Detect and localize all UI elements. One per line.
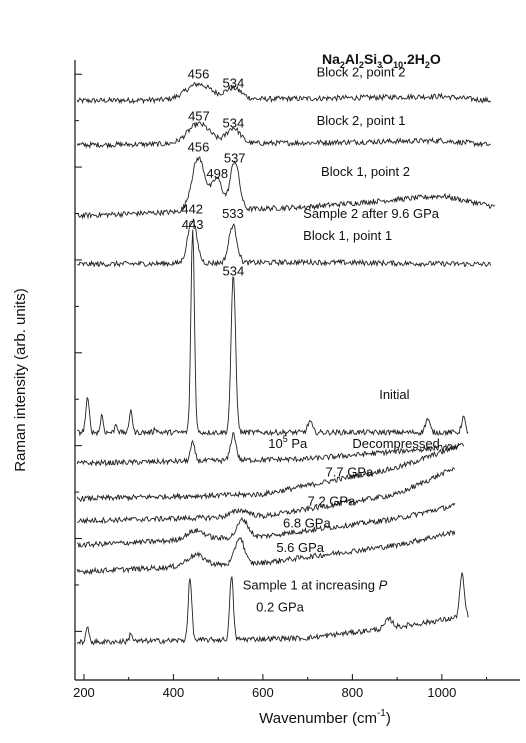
chart-title: Na2Al2Si3O10.2H2O [322,51,441,70]
title-part-1: 2 [340,60,345,70]
series-label-6: Decompressed [352,436,439,451]
spectrum-trace-4 [77,229,469,437]
spectrum-trace-9 [76,529,456,576]
pressure-sup: 5 [283,434,288,444]
series-label-0: Block 2, point 2 [317,64,406,79]
series-label-2: Block 1, point 2 [321,164,410,179]
pressure-label: 105 Pa [268,434,308,451]
pressure-unit: Pa [288,436,308,451]
series-label-3: Sample 2 after 9.6 GPa [303,206,440,221]
title-part-10: O [430,51,441,67]
series-label-5: Initial [379,387,409,402]
peak-label-0: 456 [188,67,210,82]
sample1-text: Sample 1 at increasing [243,577,379,592]
spectrum-trace-3 [77,218,492,268]
peak-label-9: 443 [182,217,204,232]
spectrum-trace-5 [76,432,465,467]
title-part-0: Na [322,51,340,67]
spectrum-trace-2 [76,156,496,220]
x-axis-label-main: Wavenumber (cm [259,710,377,727]
title-part-2: Al [345,51,359,67]
series-label-10: 5.6 GPa [276,540,324,555]
y-axis-label: Raman intensity (arb. units) [12,288,29,471]
spectrum-trace-7 [76,466,456,525]
series-label-1: Block 2, point 1 [317,113,406,128]
series-labels: Block 2, point 2 Block 2, point 1 Block 1,… [243,64,440,614]
x-axis-label-sup: -1 [377,708,386,719]
peak-label-4: 456 [188,140,210,155]
title-part-5: 3 [377,60,382,70]
peak-label-7: 442 [181,202,203,217]
spectrum-trace-8 [76,502,456,549]
peak-label-3: 534 [223,115,245,130]
chart-title-text: Na2Al2Si3O10.2H2O [322,51,441,70]
chart-axes: 200 400 600 800 1000 [73,60,520,700]
spectra-traces [76,81,496,646]
x-tick-label-1000: 1000 [427,685,456,700]
spectrum-trace-10 [76,572,469,646]
x-axis-label: Wavenumber (cm-1) [259,708,391,727]
sample1-italic: P [379,577,388,592]
pressure-base: 10 [268,436,282,451]
peak-label-6: 537 [224,151,246,166]
series-label-9: 6.8 GPa [283,515,331,530]
peak-label-10: 534 [223,263,245,278]
spectrum-trace-1 [76,121,491,150]
x-tick-label-800: 800 [342,685,364,700]
series-label-11: 0.2 GPa [256,599,304,614]
x-tick-label-600: 600 [252,685,274,700]
title-part-3: 2 [359,60,364,70]
title-part-6: O [382,51,393,67]
x-axis-label-close: ) [386,710,391,727]
series-label-7: 7.7 GPa [326,465,374,480]
x-tick-label-200: 200 [73,685,95,700]
spectrum-trace-0 [76,81,491,105]
series-label-8: 7.2 GPa [308,493,356,508]
title-part-4: Si [364,51,377,67]
peak-label-2: 457 [188,109,210,124]
sample1-label: Sample 1 at increasing P [243,577,388,592]
title-part-9: 2 [425,60,430,70]
title-part-7: 10 [393,60,403,70]
peak-label-8: 533 [222,206,244,221]
series-label-4: Block 1, point 1 [303,228,392,243]
peak-label-5: 498 [206,166,228,181]
peak-label-1: 534 [223,75,245,90]
x-tick-label-400: 400 [163,685,185,700]
spectrum-trace-6 [76,443,460,503]
title-part-8: .2H [403,51,425,67]
